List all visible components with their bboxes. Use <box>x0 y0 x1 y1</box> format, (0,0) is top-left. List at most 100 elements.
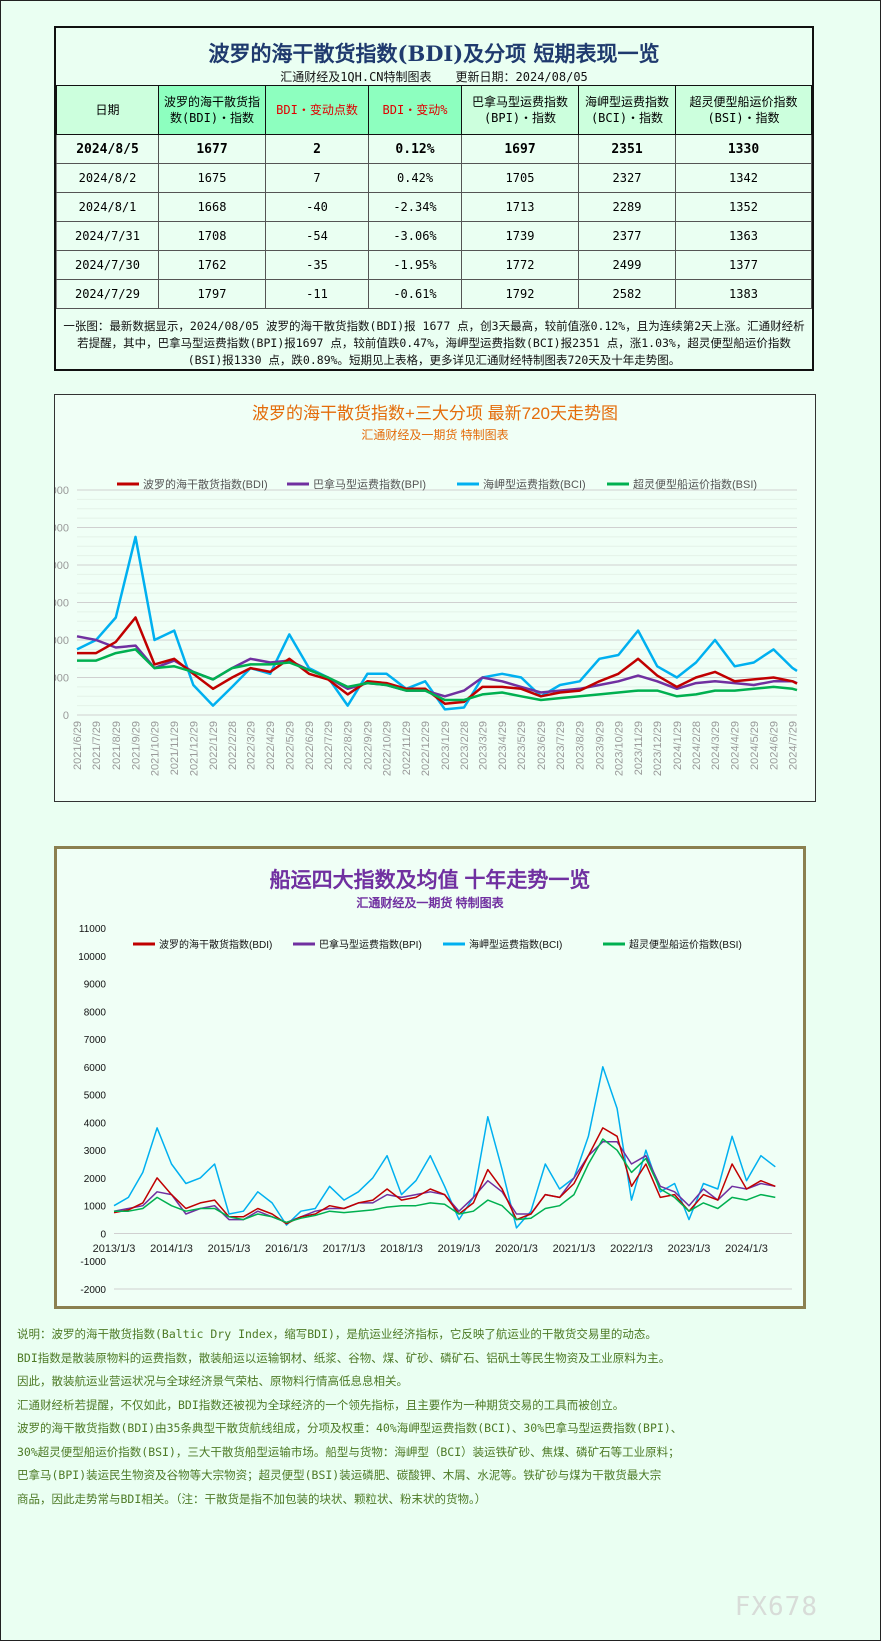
x-tick-label: 2023/6/29 <box>536 721 548 770</box>
table-cell: 1363 <box>675 221 812 251</box>
table-row: 2024/7/31 1708 -54 -3.06% 1739 2377 1363 <box>56 221 812 251</box>
bdi-table: 日期 波罗的海干散货指数(BDI)・指数 BDI・变动点数 BDI・变动% 巴拿… <box>56 85 812 309</box>
x-tick-label: 2024/7/29 <box>788 721 800 770</box>
y-tick-label: 0 <box>63 710 69 722</box>
table-cell: 2499 <box>578 250 676 280</box>
y-tick-label: 8000 <box>84 1007 107 1018</box>
x-tick-label: 2023/11/29 <box>633 721 645 775</box>
x-tick-label: 2022/10/29 <box>381 721 393 776</box>
x-tick-label: 2023/10/29 <box>613 721 625 776</box>
legend-label: 海岬型运费指数(BCI) <box>469 938 562 951</box>
x-tick-label: 2022/9/29 <box>362 721 374 770</box>
chart-ten-year: 船运四大指数及均值 十年走势一览 汇通财经及一期货 特制图表 -2000 -1000 0… <box>54 846 806 1309</box>
table-cell: -2.34% <box>368 192 462 222</box>
y-tick-label: 11000 <box>79 924 107 935</box>
x-tick-label: 2021/1/3 <box>553 1243 596 1255</box>
col-bpi: 巴拿马型运费指数(BPI)・指数 <box>461 85 579 135</box>
series-line-bsi <box>114 1138 776 1224</box>
x-tick-label: 2022/1/29 <box>208 721 220 770</box>
summary-table-panel: 波罗的海干散货指数(BDI)及分项 短期表现一览 汇通财经及1QH.CN特制图表… <box>54 26 814 371</box>
chart-title: 船运四大指数及均值 十年走势一览 <box>270 868 591 892</box>
x-tick-label: 2023/3/29 <box>477 721 489 770</box>
y-tick-label: 6000 <box>55 598 69 610</box>
y-tick-label: 6000 <box>84 1063 107 1074</box>
x-tick-label: 2023/9/29 <box>594 721 606 770</box>
x-tick-label: 2024/5/29 <box>749 721 761 770</box>
x-tick-label: 2024/3/29 <box>710 721 722 770</box>
table-cell: 1713 <box>461 192 579 222</box>
table-cell: 2582 <box>578 279 676 309</box>
col-bci: 海岬型运费指数(BCI)・指数 <box>578 85 676 135</box>
x-tick-label: 2022/1/3 <box>610 1243 653 1255</box>
watermark-logo: FX678 <box>734 1592 818 1622</box>
x-tick-label: 2023/2/28 <box>459 721 471 770</box>
y-tick-label: 10000 <box>78 952 106 963</box>
table-cell: 1377 <box>675 250 812 280</box>
legend-label: 巴拿马型运费指数(BPI) <box>319 938 422 951</box>
table-cell: 1708 <box>158 221 266 251</box>
y-tick-label: 7000 <box>84 1035 107 1046</box>
table-cell: -54 <box>265 221 369 251</box>
table-cell: 2289 <box>578 192 676 222</box>
table-cell: 1675 <box>158 163 266 193</box>
table-cell: 2024/8/2 <box>56 163 159 193</box>
series-line-bdi <box>77 616 798 706</box>
x-tick-label: 2021/12/29 <box>188 721 200 776</box>
summary-note: 一张图：最新数据显示，2024/08/05 波罗的海干散货指数(BDI)报 16… <box>63 319 805 367</box>
table-cell: 1705 <box>461 163 579 193</box>
table-title: 波罗的海干散货指数(BDI)及分项 短期表现一览 <box>208 41 660 66</box>
table-cell: 1668 <box>158 192 266 222</box>
x-tick-label: 2021/9/29 <box>130 721 142 770</box>
x-tick-label: 2023/8/29 <box>575 721 587 770</box>
y-tick-label: 2000 <box>55 673 69 685</box>
x-tick-label: 2021/8/29 <box>111 721 123 770</box>
y-tick-label: 9000 <box>84 980 107 991</box>
x-tick-label: 2022/12/29 <box>420 721 432 776</box>
x-tick-label: 2014/1/3 <box>150 1243 193 1255</box>
y-tick-label: 4000 <box>55 635 69 647</box>
table-cell: -11 <box>265 279 369 309</box>
desc-line: 30%超灵便型船运价指数(BSI)，三大干散货船型运输市场。船型与货物：海岬型（… <box>17 1444 680 1459</box>
table-subtitle: 汇通财经及1QH.CN特制图表 更新日期：2024/08/05 <box>280 70 588 84</box>
legend-label: 波罗的海干散货指数(BDI) <box>159 938 272 951</box>
table-cell: 7 <box>265 163 369 193</box>
table-cell: 1342 <box>675 163 812 193</box>
desc-line: 说明：波罗的海干散货指数(Baltic Dry Index，缩写BDI)，是航运… <box>17 1327 657 1341</box>
x-tick-label: 2022/2/28 <box>227 721 239 770</box>
legend-label: 海岬型运费指数(BCI) <box>483 477 586 491</box>
table-header-row: 日期 波罗的海干散货指数(BDI)・指数 BDI・变动点数 BDI・变动% 巴拿… <box>56 85 812 135</box>
legend-label: 巴拿马型运费指数(BPI) <box>313 477 426 491</box>
table-cell: 1697 <box>461 134 579 164</box>
x-tick-label: 2013/1/3 <box>93 1243 136 1255</box>
x-tick-label: 2020/1/3 <box>495 1243 538 1255</box>
table-cell: 1797 <box>158 279 266 309</box>
x-tick-label: 2023/1/29 <box>440 721 452 770</box>
x-tick-label: 2024/4/29 <box>730 721 742 770</box>
desc-line: 巴拿马(BPI)装运民生物资及谷物等大宗物资；超灵便型(BSI)装运磷肥、碳酸钾… <box>17 1468 662 1482</box>
table-cell: -35 <box>265 250 369 280</box>
desc-line: 商品，因此走势常与BDI相关。（注：干散货是指不加包装的块状、颗粒状、粉末状的货… <box>17 1491 487 1506</box>
table-cell: 2024/7/31 <box>56 221 159 251</box>
col-bsi: 超灵便型船运价指数(BSI)・指数 <box>675 85 812 135</box>
x-tick-label: 2022/7/29 <box>323 721 335 770</box>
col-bdi: 波罗的海干散货指数(BDI)・指数 <box>158 85 266 135</box>
x-tick-label: 2023/4/29 <box>497 721 509 770</box>
x-tick-label: 2018/1/3 <box>380 1243 423 1255</box>
table-cell: -1.95% <box>368 250 462 280</box>
table-row: 2024/8/2 1675 7 0.42% 1705 2327 1342 <box>56 163 812 193</box>
legend-label: 波罗的海干散货指数(BDI) <box>143 477 268 491</box>
col-date: 日期 <box>56 85 159 135</box>
series-line-bci <box>76 535 798 711</box>
table-row: 2024/8/1 1668 -40 -2.34% 1713 2289 1352 <box>56 192 812 222</box>
x-tick-label: 2015/1/3 <box>208 1243 251 1255</box>
y-tick-label: 1000 <box>84 1202 107 1213</box>
table-cell: 2 <box>265 134 369 164</box>
table-cell: 1762 <box>158 250 266 280</box>
table-cell: -40 <box>265 192 369 222</box>
x-tick-label: 2021/11/29 <box>169 721 181 775</box>
y-tick-label: 0 <box>100 1229 106 1240</box>
table-cell: 1330 <box>675 134 812 164</box>
